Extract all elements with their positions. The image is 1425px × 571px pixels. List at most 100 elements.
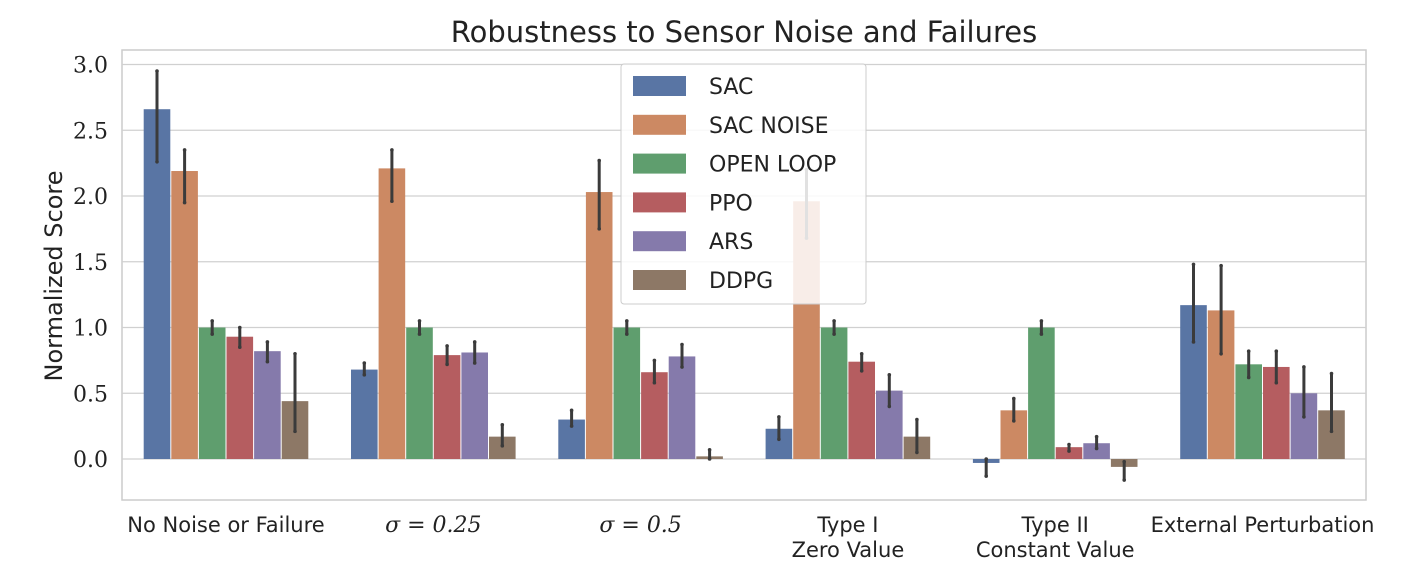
bar	[613, 327, 641, 459]
bar	[433, 355, 461, 459]
x-tick-label: Constant Value	[976, 538, 1135, 562]
error-cap	[238, 345, 242, 350]
error-cap	[1122, 478, 1126, 482]
x-tick-label: Zero Value	[792, 538, 905, 562]
error-cap	[1067, 449, 1071, 453]
legend-swatch	[633, 76, 686, 96]
error-cap	[445, 362, 449, 367]
error-cap	[680, 342, 684, 347]
error-cap	[500, 444, 505, 448]
error-cap	[680, 365, 684, 369]
error-cap	[569, 424, 574, 428]
error-cap	[417, 319, 422, 323]
bar	[641, 372, 668, 459]
error-cap	[472, 361, 477, 365]
error-cap	[625, 332, 629, 336]
legend: SAC SAC NOISE OPEN LOOP PPO ARS DDPG	[620, 63, 867, 305]
bar	[198, 327, 226, 459]
error-cap	[155, 160, 159, 164]
bar	[668, 356, 696, 459]
error-cap	[832, 332, 836, 336]
error-cap	[210, 319, 214, 323]
bar	[378, 168, 406, 459]
error-cap	[390, 148, 394, 152]
bar	[226, 336, 254, 459]
bar	[406, 327, 433, 459]
legend-swatch	[633, 270, 686, 290]
legend-box	[620, 63, 867, 305]
bar	[489, 436, 516, 459]
error-cap	[1012, 396, 1016, 401]
error-cap	[1329, 371, 1334, 376]
x-tick-label: No Noise or Failure	[127, 513, 324, 537]
error-cap	[777, 415, 781, 419]
error-cap	[1039, 319, 1044, 323]
error-cap	[1039, 332, 1044, 336]
bar	[143, 109, 171, 460]
error-cap	[155, 69, 159, 73]
error-cap	[984, 474, 988, 478]
error-cap	[1329, 429, 1334, 434]
error-cap	[1094, 434, 1099, 439]
legend-label: DDPG	[709, 269, 773, 294]
error-cap	[1219, 352, 1223, 356]
error-cap	[210, 332, 214, 336]
error-cap	[362, 373, 367, 377]
error-cap	[265, 340, 270, 344]
y-tick-label: 0.0	[73, 448, 108, 473]
error-cap	[777, 437, 781, 442]
error-cap	[1302, 365, 1306, 369]
x-tick-label: External Perturbation	[1151, 513, 1375, 537]
legend-swatch	[633, 231, 686, 252]
plot-frame	[121, 49, 1367, 501]
error-cap	[915, 450, 919, 455]
error-cap	[293, 429, 297, 434]
error-cap	[500, 423, 505, 427]
x-tick-label: σ = 0.5	[599, 513, 681, 538]
error-cap	[597, 227, 601, 231]
legend-swatch	[633, 153, 686, 174]
error-cap	[915, 417, 919, 422]
error-cap	[1302, 415, 1306, 419]
error-cap	[1094, 446, 1099, 451]
bars	[143, 109, 1345, 467]
bar	[1083, 443, 1110, 459]
chart-title: Robustness to Sensor Noise and Failures	[451, 15, 1037, 49]
bar	[254, 351, 281, 459]
x-tick-label: Type I	[816, 513, 878, 537]
bar	[585, 192, 613, 459]
bar	[848, 361, 875, 459]
legend-label: ARS	[709, 230, 753, 255]
x-tick-label: σ = 0.25	[385, 513, 481, 538]
bar	[461, 352, 488, 459]
bar	[1055, 447, 1083, 459]
y-axis-label: Normalized Score	[40, 171, 68, 382]
error-cap	[445, 344, 449, 348]
error-cap	[1012, 419, 1016, 423]
bar	[1235, 364, 1262, 459]
error-cap	[182, 148, 187, 152]
error-cap	[293, 352, 297, 356]
error-cap	[707, 447, 712, 452]
legend-swatch	[633, 114, 686, 135]
error-cap	[1191, 262, 1196, 267]
error-cap	[1067, 442, 1071, 447]
bar	[171, 171, 198, 459]
y-tick-label: 0.5	[73, 382, 108, 407]
error-cap	[1274, 349, 1279, 353]
error-cap	[390, 199, 394, 204]
error-cap	[707, 457, 712, 461]
legend-label: SAC NOISE	[709, 114, 829, 139]
error-cap	[362, 361, 367, 365]
error-cap	[472, 340, 477, 344]
error-cap	[182, 200, 187, 205]
error-cap	[887, 404, 892, 409]
error-cap	[1122, 459, 1126, 464]
error-cap	[1274, 380, 1279, 385]
error-cap	[984, 457, 988, 461]
error-cap	[652, 358, 657, 363]
y-tick-label: 3.0	[73, 54, 108, 79]
error-cap	[569, 408, 574, 413]
error-cap	[265, 359, 270, 364]
